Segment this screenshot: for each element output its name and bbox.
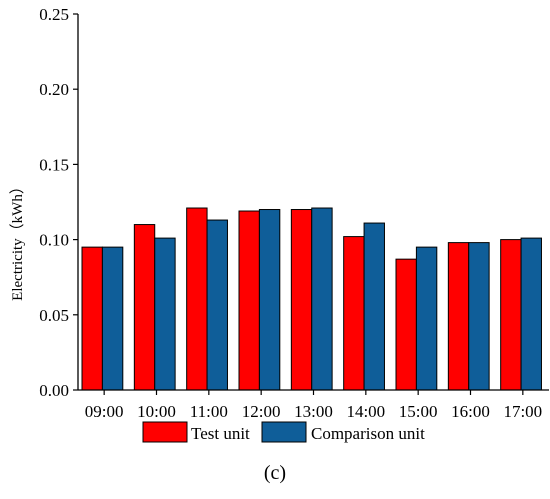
y-tick-label: 0.20 — [39, 80, 69, 99]
bar-test-unit-1200 — [238, 210, 260, 391]
x-tick-label: 14:00 — [346, 402, 385, 421]
bars-group — [81, 207, 542, 391]
bar-test-unit-1600 — [447, 242, 470, 391]
bar-test-unit-1300 — [290, 209, 313, 391]
legend: Test unit Comparison unit — [142, 421, 425, 443]
x-tick-label: 16:00 — [451, 402, 490, 421]
legend-label-comparison-unit: Comparison unit — [311, 424, 425, 443]
bar-comparison-unit-1000 — [154, 237, 176, 391]
bar-test-unit-1500 — [395, 258, 417, 391]
bar-test-unit-1700 — [500, 239, 522, 391]
x-tick-label: 13:00 — [294, 402, 333, 421]
y-tick-label: 0.25 — [39, 5, 69, 24]
bar-test-unit-1400 — [343, 236, 365, 391]
x-tick-label: 10:00 — [137, 402, 176, 421]
x-tick-label: 17:00 — [503, 402, 542, 421]
x-ticks-group: 09:00 10:00 11:00 12:00 13:00 14:00 15:00 16:00… — [85, 390, 542, 421]
figure-caption: (c) — [264, 462, 286, 484]
bar-test-unit-1100 — [186, 207, 208, 391]
y-tick-label: 0.00 — [39, 381, 69, 400]
bar-comparison-unit-1500 — [415, 246, 438, 391]
x-tick-label: 11:00 — [190, 402, 228, 421]
y-ticks-group: 0.00 0.05 0.10 0.15 0.20 0.25 — [39, 5, 78, 400]
y-axis-title: Electricity（kWh） — [9, 179, 26, 301]
bar-comparison-unit-1700 — [520, 237, 542, 391]
bar-test-unit-1000 — [133, 224, 156, 391]
bar-comparison-unit-1300 — [311, 207, 333, 391]
bar-comparison-unit-1400 — [363, 222, 385, 391]
y-tick-label: 0.10 — [39, 231, 69, 250]
x-tick-label: 12:00 — [242, 402, 281, 421]
bar-comparison-unit-0900 — [101, 246, 124, 391]
bar-test-unit-0900 — [81, 246, 103, 391]
bar-comparison-unit-1100 — [206, 219, 228, 391]
legend-swatch-comparison-unit — [261, 421, 307, 443]
y-tick-label: 0.05 — [39, 306, 69, 325]
y-tick-label: 0.15 — [39, 155, 69, 174]
x-tick-label: 09:00 — [85, 402, 124, 421]
legend-swatch-test-unit — [142, 421, 188, 443]
x-tick-label: 15:00 — [399, 402, 438, 421]
legend-label-test-unit: Test unit — [191, 424, 250, 443]
bar-comparison-unit-1600 — [468, 242, 490, 391]
bar-comparison-unit-1200 — [258, 209, 281, 391]
